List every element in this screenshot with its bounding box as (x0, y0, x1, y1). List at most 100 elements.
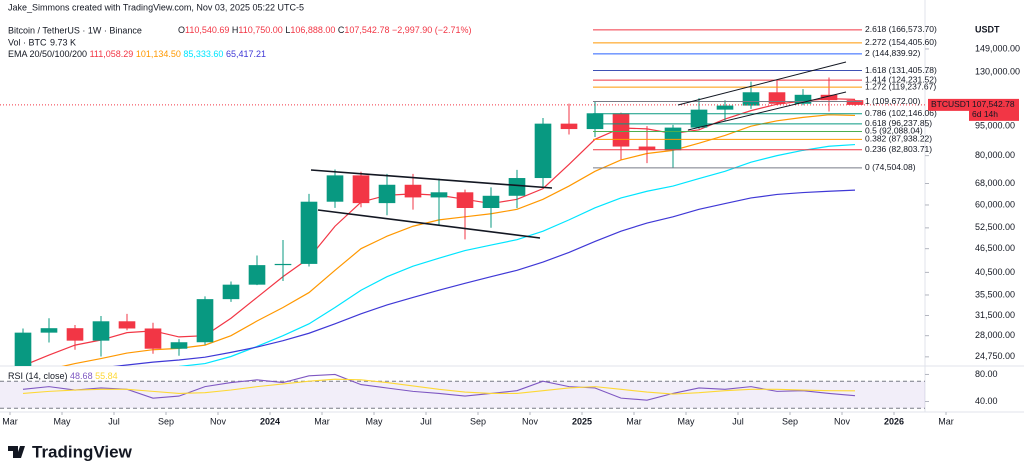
x-tick-label: Nov (834, 416, 851, 426)
rsi-pane (0, 373, 925, 409)
x-tick-label: 2024 (260, 416, 280, 426)
rsi-value: 48.68 (70, 371, 93, 381)
trendlines (310, 61, 847, 239)
trendline (310, 169, 553, 189)
x-tick-label: Mar (2, 416, 18, 426)
candle-body (404, 184, 422, 198)
y-tick-label: 52,500.00 (975, 222, 1015, 232)
candle-body (456, 192, 474, 208)
fib-label: 2.272 (154,405.60) (865, 37, 937, 47)
ema-label: EMA 20/50/100/200 (8, 49, 87, 59)
candle-body (300, 201, 318, 264)
symbol-label: BTCUSDT (931, 99, 971, 109)
fib-label: 2 (144,839.92) (865, 48, 920, 58)
candle-body (820, 94, 838, 101)
symbol-box (928, 98, 969, 111)
trendline (687, 91, 847, 131)
logo-text: TradingView (32, 442, 133, 461)
rsi-tick-label: 80.00 (975, 369, 998, 379)
ohlc-label: O (178, 25, 185, 35)
candle-body (352, 175, 370, 204)
fib-label: 1.414 (124,231.52) (865, 74, 937, 84)
fib-label: 0.786 (102,146.06) (865, 108, 937, 118)
x-tick-label: Jul (420, 416, 432, 426)
x-tick-label: 2025 (572, 416, 592, 426)
ema-value: 111,058.29 (90, 49, 134, 59)
rsi-value: 55.84 (95, 371, 118, 381)
x-tick-label: 2026 (884, 416, 904, 426)
ohlc-value: 110,750.00 (238, 25, 282, 35)
candle-body (794, 94, 812, 104)
ohlc-value: 107,542.78 (344, 25, 389, 35)
symbol: Bitcoin / TetherUS · 1W · Binance (8, 25, 142, 35)
rsi-label: RSI (14, close) (8, 371, 68, 381)
candle-body (248, 265, 266, 285)
candle-body (638, 146, 656, 151)
x-tick-label: Nov (522, 416, 539, 426)
fib-label: 0 (74,504.08) (865, 162, 916, 172)
x-tick-label: May (677, 416, 695, 426)
overlay: 149,000.00 130,000.00 95,000.00 80,000.00 68… (2, 24, 1020, 426)
fib-label: 0.5 (92,088.04) (865, 126, 923, 136)
ema-line (177, 143, 856, 366)
x-tick-label: Sep (470, 416, 486, 426)
y-tick-label: 95,000.00 (975, 121, 1015, 131)
candle-body (118, 321, 136, 329)
candle-body (612, 113, 630, 147)
x-tick-label: Nov (210, 416, 227, 426)
candle-body (690, 109, 708, 128)
y-tick-label: 46,500.00 (975, 243, 1015, 253)
rsi-tick-label: 40.00 (975, 396, 998, 406)
rsi-line (22, 378, 856, 395)
candle-body (40, 328, 58, 333)
trendline (317, 209, 541, 239)
fib-label: 1.618 (131,405.78) (865, 65, 937, 75)
logo-mark (8, 446, 25, 458)
candle-body (534, 123, 552, 179)
volume-value: 9.73 K (50, 37, 76, 47)
candle-body (586, 113, 604, 130)
candle-body (92, 321, 110, 341)
ohlc: O110,540.69 H110,750.00 L106,888.00 C107… (178, 25, 472, 35)
y-tick-label: 68,000.00 (975, 178, 1015, 188)
y-tick-label: 40,500.00 (975, 267, 1015, 277)
change: −2,997.90 (−2.71%) (392, 25, 472, 35)
volume-label: Vol · BTC (8, 37, 47, 47)
candle-body (508, 178, 526, 196)
candle-body (378, 184, 396, 204)
candle-body (14, 332, 32, 366)
y-axis-title: USDT (975, 24, 1000, 34)
x-tick-label: Jul (732, 416, 744, 426)
candle-body (430, 192, 448, 198)
y-tick-label: 35,500.00 (975, 289, 1015, 299)
ema-value: 85,333.60 (183, 49, 223, 59)
candle-body (66, 328, 84, 341)
candle-body (144, 328, 162, 349)
ohlc-value: 110,540.69 (185, 25, 229, 35)
x-tick-label: May (53, 416, 71, 426)
candle-body (846, 100, 864, 105)
candle-body (742, 92, 760, 106)
credit: Jake_Simmons created with TradingView.co… (8, 2, 304, 12)
ema-value: 65,417.21 (226, 49, 266, 59)
price-label: 107,542.78 (972, 99, 1015, 109)
x-tick-label: Mar (314, 416, 330, 426)
candle-body (560, 123, 578, 130)
candle-body (716, 105, 734, 110)
rsi-line (22, 373, 856, 401)
x-tick-label: May (365, 416, 383, 426)
candle-body (326, 175, 344, 202)
fib-label: 0.236 (82,803.71) (865, 144, 932, 154)
fib-label: 1.272 (119,237.67) (865, 81, 936, 91)
ohlc-value: 106,888.00 (290, 25, 335, 35)
ema-legend: EMA 20/50/100/200 111,058.29 101,134.50 … (8, 49, 266, 59)
ohlc-label: L (285, 25, 290, 35)
price-box (969, 98, 1019, 121)
y-tick-label: 80,000.00 (975, 150, 1015, 160)
fib-label: 0.382 (87,938.22) (865, 134, 932, 144)
main-pane (0, 77, 925, 366)
y-tick-label: 24,750.00 (975, 351, 1015, 361)
